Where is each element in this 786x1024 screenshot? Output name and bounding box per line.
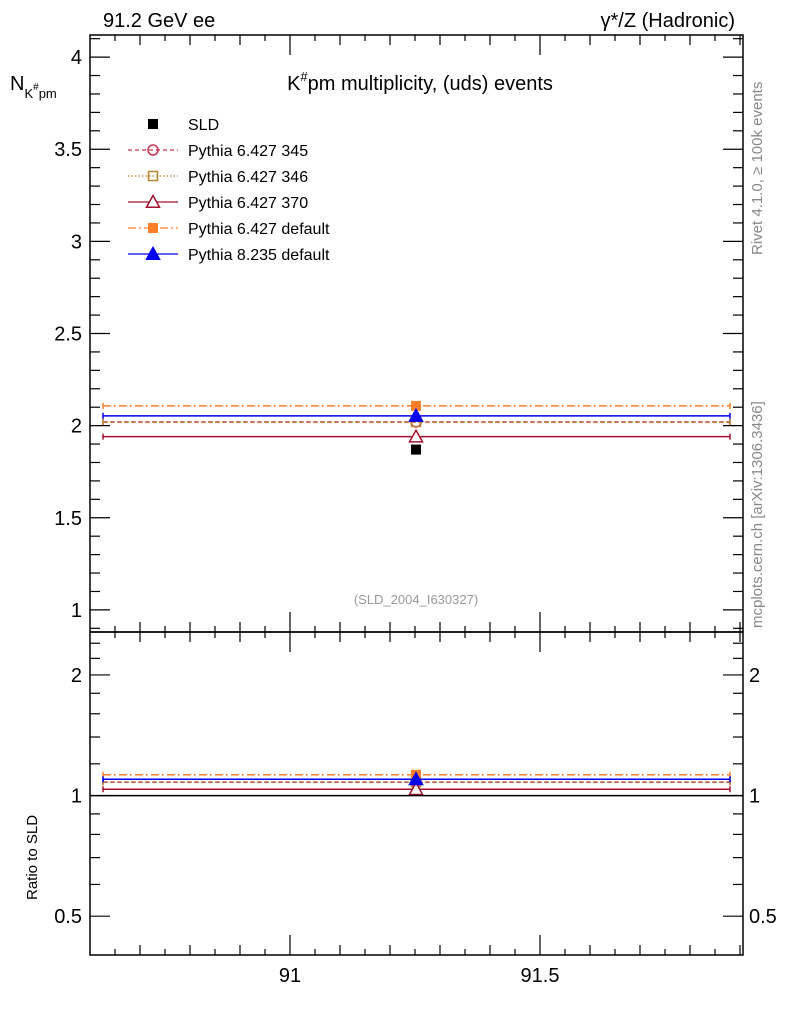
data-point [408, 771, 424, 786]
ratio-y-tick-label: 0.5 [54, 906, 82, 928]
legend-label: Pythia 8.235 default [188, 247, 330, 264]
x-tick-label: 91.5 [521, 965, 560, 987]
legend-entry: SLD [148, 117, 219, 134]
ratio-y-tick-label: 1 [71, 786, 82, 808]
main-series-0 [411, 444, 421, 455]
y-tick-label: 1.5 [54, 508, 82, 530]
ratio-y-tick-label: 2 [71, 665, 82, 687]
ratio-y-tick-label-right: 0.5 [749, 906, 777, 928]
header-left: 91.2 GeV ee [103, 10, 215, 32]
y-tick-label: 1 [71, 600, 82, 622]
legend-marker [148, 223, 158, 233]
ratio-y-tick-label-right: 1 [749, 786, 760, 808]
legend-entry: Pythia 6.427 default [128, 221, 330, 238]
ratio-panel-frame [89, 631, 744, 956]
data-point [408, 407, 424, 422]
y-tick-label: 2 [71, 416, 82, 438]
y-axis-label: NK#pm [10, 73, 57, 101]
rivet-label: Rivet 4.1.0, ≥ 100k events [749, 82, 766, 255]
legend-marker [147, 170, 159, 182]
data-point [411, 444, 421, 455]
data-point [408, 428, 424, 443]
ratio-y-axis-label: Ratio to SLD [24, 815, 41, 900]
legend: SLD Pythia 6.427 345 Pythia 6.427 346 Pythi… [128, 117, 330, 264]
y-tick-label: 3.5 [54, 139, 82, 161]
legend-entry: Pythia 8.235 default [128, 245, 330, 264]
main-series-5 [102, 407, 731, 422]
data-point [408, 781, 424, 796]
legend-entry: Pythia 6.427 345 [128, 143, 308, 160]
ratio-series-5 [102, 771, 731, 786]
x-tick-label: 91 [279, 965, 301, 987]
legend-label: Pythia 6.427 default [188, 221, 330, 238]
data-point [411, 400, 421, 411]
legend-entry: Pythia 6.427 370 [128, 193, 308, 212]
y-tick-label: 4 [71, 47, 82, 69]
legend-marker [147, 144, 159, 156]
legend-label: SLD [188, 117, 219, 134]
mcplots-label: mcplots.cern.ch [arXiv:1306.3436] [749, 401, 766, 628]
legend-entry: Pythia 6.427 346 [128, 169, 308, 186]
plot-title: K#pm multiplicity, (uds) events [287, 69, 553, 95]
legend-marker [145, 245, 161, 260]
analysis-watermark: (SLD_2004_I630327) [354, 592, 478, 607]
legend-label: Pythia 6.427 370 [188, 195, 308, 212]
y-tick-label: 3 [71, 231, 82, 253]
header-right: γ*/Z (Hadronic) [601, 10, 735, 32]
main-series-3 [102, 428, 731, 443]
ratio-series-3 [102, 781, 731, 796]
ratio-y-tick-label-right: 2 [749, 665, 760, 687]
legend-label: Pythia 6.427 345 [188, 143, 308, 160]
legend-marker [148, 119, 158, 129]
main-series-4 [102, 400, 731, 411]
legend-marker [145, 193, 161, 208]
legend-label: Pythia 6.427 346 [188, 169, 308, 186]
y-tick-label: 2.5 [54, 324, 82, 346]
